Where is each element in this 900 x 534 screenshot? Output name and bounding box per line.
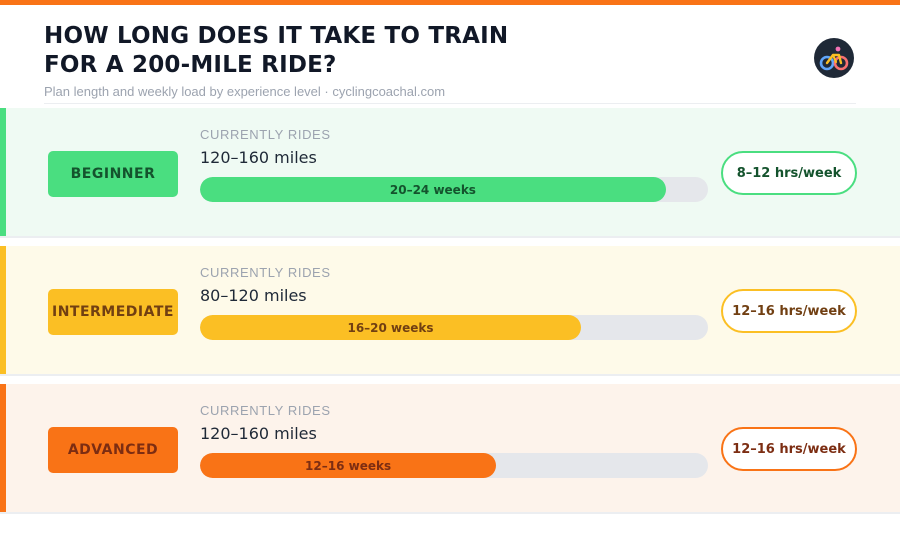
plan-length-track: 20–24 weeks [200,177,708,202]
level-badge: ADVANCED [48,427,178,473]
plan-length-bar: 16–20 weeks [200,315,581,340]
page-subtitle: Plan length and weekly load by experienc… [44,84,446,99]
row-accent-bar [0,108,6,238]
weekly-hours-pill: 8–12 hrs/week [721,151,857,195]
plan-length-bar: 20–24 weeks [200,177,666,202]
current-rides-label: CURRENTLY RIDES [200,403,331,418]
row-divider [0,512,900,514]
top-accent-bar [0,0,900,5]
current-rides-value: 120–160 miles [200,424,317,443]
row-accent-bar [0,246,6,376]
level-badge: INTERMEDIATE [48,289,178,335]
weekly-hours-pill: 12–16 hrs/week [721,289,857,333]
row-divider [0,236,900,238]
current-rides-value: 80–120 miles [200,286,307,305]
plan-length-bar: 12–16 weeks [200,453,497,478]
plan-length-track: 16–20 weeks [200,315,708,340]
weekly-hours-pill: 12–16 hrs/week [721,427,857,471]
row-accent-bar [0,384,6,514]
page-title: HOW LONG DOES IT TAKE TO TRAIN FOR A 200… [44,23,509,78]
level-badge: BEGINNER [48,151,178,197]
cyclist-icon [814,38,854,78]
level-row-advanced: ADVANCED CURRENTLY RIDES 120–160 miles 1… [0,384,900,514]
current-rides-label: CURRENTLY RIDES [200,265,331,280]
current-rides-value: 120–160 miles [200,148,317,167]
plan-length-track: 12–16 weeks [200,453,708,478]
row-divider [0,374,900,376]
header-divider [44,103,856,104]
level-row-intermediate: INTERMEDIATE CURRENTLY RIDES 80–120 mile… [0,246,900,376]
level-row-beginner: BEGINNER CURRENTLY RIDES 120–160 miles 2… [0,108,900,238]
current-rides-label: CURRENTLY RIDES [200,127,331,142]
